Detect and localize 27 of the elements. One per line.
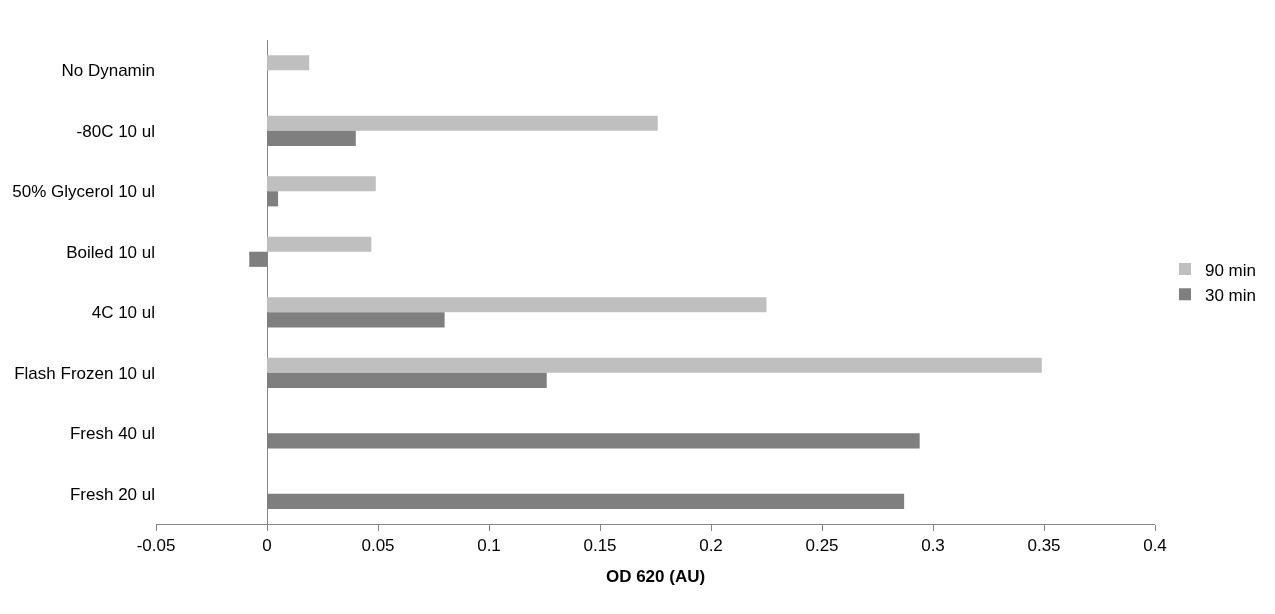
y-tick-label: Fresh 20 ul: [69, 484, 155, 504]
y-tick-label: Flash Frozen 10 ul: [14, 363, 155, 383]
x-tick-label: 0.15: [583, 536, 617, 556]
bar: [267, 297, 767, 313]
legend-label: 30 min: [1204, 285, 1257, 305]
x-tick-label: 0.2: [699, 536, 723, 556]
y-tick-label: Boiled 10 ul: [66, 242, 155, 262]
y-tick-label: -80C 10 ul: [76, 121, 155, 141]
y-tick-label: 4C 10 ul: [91, 303, 155, 323]
legend-label: 90 min: [1204, 260, 1257, 280]
bar: [267, 357, 1042, 373]
x-tick-label: 0.1: [477, 536, 501, 556]
x-axis-title: OD 620 (AU): [605, 566, 706, 586]
x-tick-label: 0.25: [805, 536, 839, 556]
x-tick-label: 0.35: [1027, 536, 1061, 556]
x-tick-label: -0.05: [136, 536, 176, 556]
x-tick-label: 0.3: [921, 536, 945, 556]
y-tick-label: No Dynamin: [61, 61, 155, 81]
x-tick-label: 0.05: [361, 536, 395, 556]
y-tick-label: Fresh 40 ul: [69, 424, 155, 444]
bar: [267, 115, 658, 131]
bar: [267, 55, 310, 71]
y-tick-label: 50% Glycerol 10 ul: [12, 182, 155, 202]
bar: [267, 236, 372, 252]
x-tick-label: 0.4: [1143, 536, 1167, 556]
bar: [267, 176, 376, 192]
x-tick-label: 0: [262, 536, 272, 556]
